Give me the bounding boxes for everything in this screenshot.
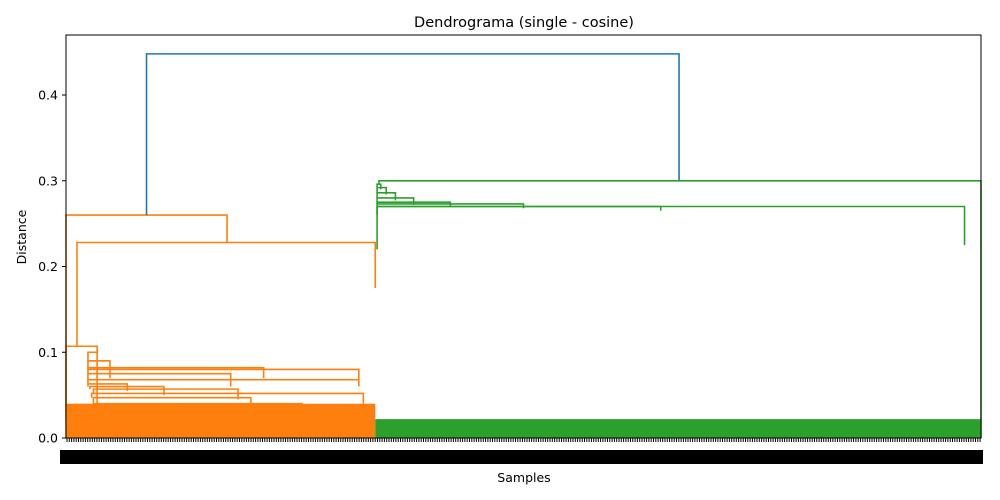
orange-link-5 (87, 366, 265, 378)
plot-area (65, 53, 982, 438)
y-tick-label: 0.1 (38, 345, 58, 360)
x-tick-labels-mass (60, 450, 983, 464)
x-axis-ticks (60, 438, 983, 464)
y-tick-label: 0.0 (38, 431, 58, 446)
y-tick-label: 0.4 (38, 88, 58, 103)
y-axis-label: Distance (14, 209, 29, 264)
dendrogram-links (65, 53, 982, 438)
leaf-mass (66, 403, 981, 438)
orange-link-1 (76, 241, 377, 347)
orange-link-9 (87, 383, 129, 391)
leaf-mass-0 (66, 403, 376, 438)
green-link-3 (376, 191, 397, 201)
root-link (145, 53, 680, 216)
green-link-4 (376, 197, 415, 205)
y-axis-ticks: 0.0 0.1 0.2 0.3 0.4 (38, 88, 66, 446)
green-link-7 (376, 205, 662, 216)
orange-link-11 (92, 388, 239, 400)
plot-frame (65, 34, 982, 439)
orange-link-8 (87, 378, 360, 387)
green-link-8 (376, 205, 966, 250)
x-axis-label: Samples (497, 470, 550, 485)
y-tick-label: 0.2 (38, 259, 58, 274)
orange-link-12 (90, 392, 365, 404)
orange-link-10 (88, 385, 165, 396)
green-link-0 (378, 179, 982, 438)
green-link-2 (376, 186, 388, 195)
y-tick-label: 0.3 (38, 173, 58, 188)
orange-link-3 (87, 351, 98, 404)
leaf-mass-1 (375, 419, 981, 438)
chart-title: Dendrograma (single - cosine) (414, 15, 634, 31)
orange-link-13 (92, 396, 252, 404)
green-link-1 (376, 183, 382, 190)
orange-link-6 (87, 368, 360, 380)
